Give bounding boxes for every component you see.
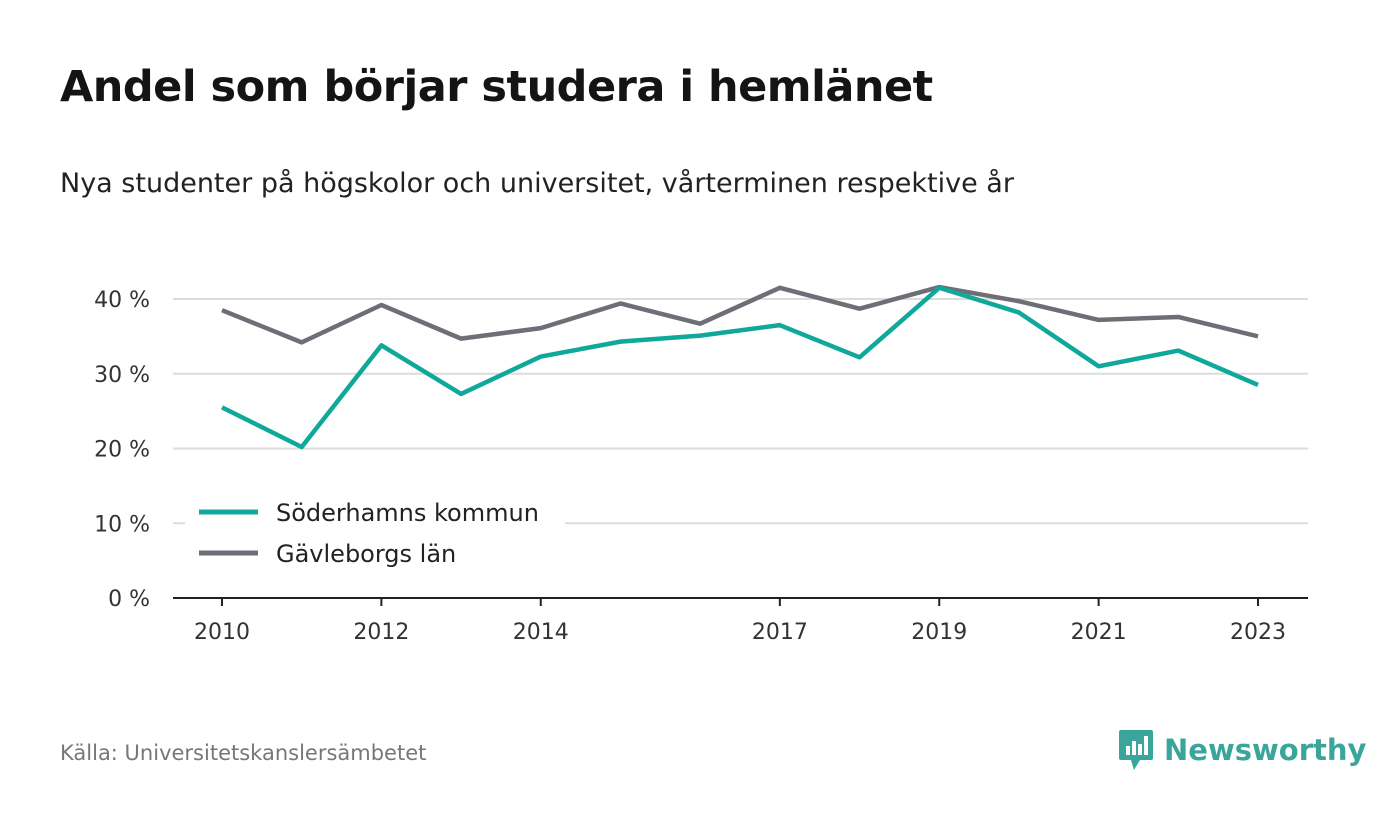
brand-name: Newsworthy [1164, 733, 1367, 767]
chart-subtitle: Nya studenter på högskolor och universit… [60, 168, 1014, 199]
line-chart: 0 % 10 % 20 % 30 % 40 % 2010 2012 2014 2017 2019… [94, 284, 1308, 645]
y-tick-label: 20 % [94, 438, 150, 463]
y-tick-label: 10 % [94, 512, 150, 537]
y-tick-label: 0 % [108, 587, 150, 612]
y-tick-label: 30 % [94, 363, 150, 388]
series-line [220, 285, 1259, 450]
x-tick-label: 2012 [353, 620, 409, 645]
x-tick-label: 2010 [194, 620, 250, 645]
series-lines [220, 284, 1259, 450]
legend-label: Gävleborgs län [276, 540, 456, 568]
x-tick-label: 2019 [911, 620, 967, 645]
newsworthy-logo[interactable]: Newsworthy [1118, 728, 1366, 772]
x-tick-label: 2017 [752, 620, 808, 645]
legend-label: Söderhamns kommun [276, 499, 539, 527]
x-axis: 2010 2012 2014 2017 2019 2021 2023 [173, 597, 1308, 645]
x-tick-label: 2023 [1230, 620, 1286, 645]
y-tick-label: 40 % [94, 288, 150, 313]
x-tick-label: 2014 [513, 620, 569, 645]
x-tick-label: 2021 [1071, 620, 1127, 645]
grid-lines [173, 298, 1308, 525]
newsworthy-logo-icon [1119, 730, 1153, 770]
series-line [221, 284, 1259, 345]
source-note: Källa: Universitetskanslersämbetet [60, 741, 427, 765]
legend-background [185, 490, 565, 582]
chart-title: Andel som börjar studera i hemlänet [60, 62, 933, 112]
legend: Söderhamns kommun Gävleborgs län [185, 490, 565, 582]
y-axis-ticks: 0 % 10 % 20 % 30 % 40 % [94, 288, 150, 612]
